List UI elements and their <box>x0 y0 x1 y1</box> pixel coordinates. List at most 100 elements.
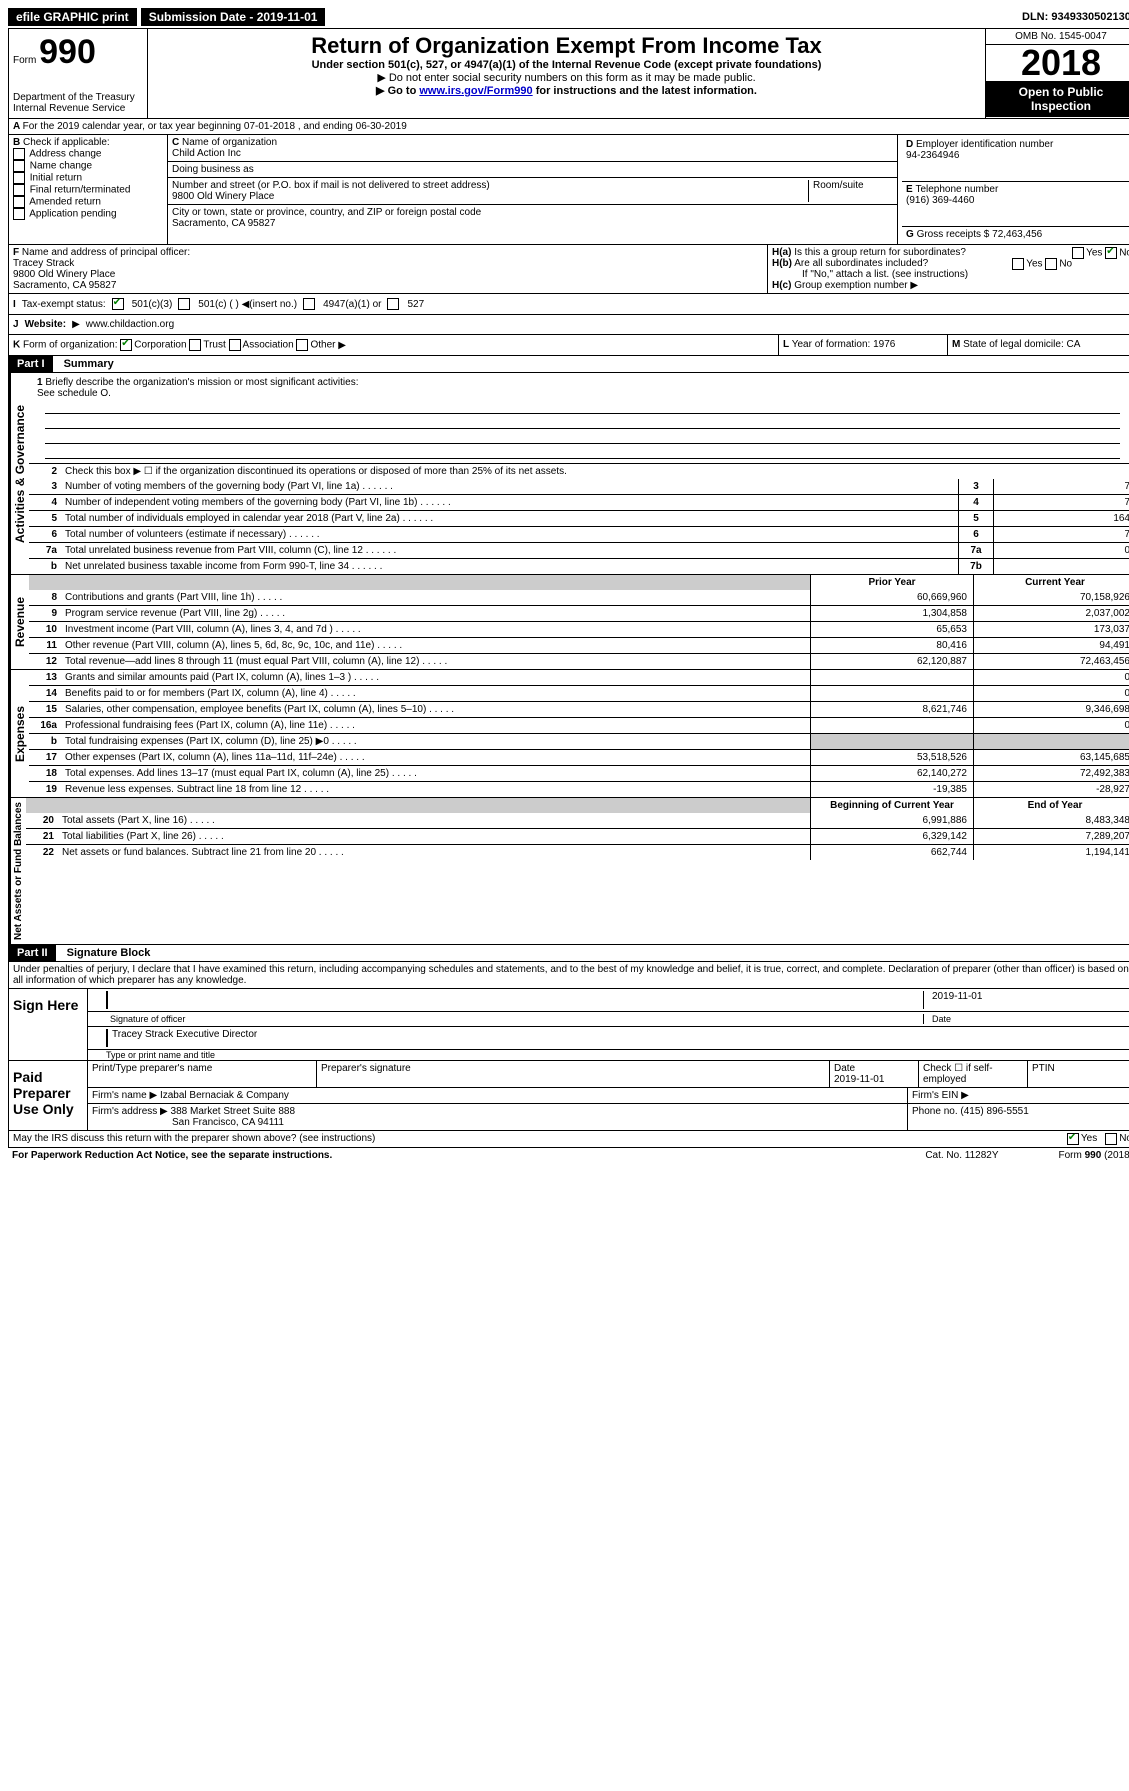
summary-line: 12Total revenue—add lines 8 through 11 (… <box>29 653 1129 669</box>
summary-line: 15Salaries, other compensation, employee… <box>29 701 1129 717</box>
section-b-through-g: B Check if applicable: Address change Na… <box>9 135 1129 245</box>
4947-checkbox[interactable] <box>303 298 315 310</box>
part1-netassets: Net Assets or Fund Balances Beginning of… <box>9 797 1129 944</box>
firm-name: Izabal Bernaciak & Company <box>160 1090 289 1101</box>
other-checkbox[interactable] <box>296 339 308 351</box>
row-k-l-m: K Form of organization: Corporation Trus… <box>9 335 1129 356</box>
hb-yes-checkbox[interactable] <box>1012 258 1024 270</box>
line2-text: Check this box ▶ ☐ if the organization d… <box>61 464 1129 479</box>
efile-badge: efile GRAPHIC print <box>8 8 137 26</box>
year-formation: 1976 <box>873 339 895 350</box>
sig-date: 2019-11-01 <box>923 991 1129 1009</box>
summary-line: 14Benefits paid to or for members (Part … <box>29 685 1129 701</box>
current-year-header: Current Year <box>973 575 1129 590</box>
officer-printed-name: Tracey Strack Executive Director <box>106 1029 1129 1047</box>
ha-yes-checkbox[interactable] <box>1072 247 1084 259</box>
city-state-zip: Sacramento, CA 95827 <box>172 218 893 229</box>
cat-no: Cat. No. 11282Y <box>925 1150 998 1161</box>
501c-checkbox[interactable] <box>178 298 190 310</box>
firm-address: 388 Market Street Suite 888 <box>171 1106 296 1117</box>
prior-year-header: Prior Year <box>810 575 973 590</box>
corp-checkbox[interactable] <box>120 339 132 351</box>
summary-line: 18Total expenses. Add lines 13–17 (must … <box>29 765 1129 781</box>
part1-governance: Activities & Governance 1 Briefly descri… <box>9 372 1129 574</box>
arrow-icon <box>338 340 346 351</box>
trust-checkbox[interactable] <box>189 339 201 351</box>
hb-no-checkbox[interactable] <box>1045 258 1057 270</box>
summary-line: 7aTotal unrelated business revenue from … <box>29 542 1129 558</box>
box-b-checkbox[interactable] <box>13 184 25 196</box>
box-b-checkbox[interactable] <box>13 208 25 220</box>
summary-line: 9Program service revenue (Part VIII, lin… <box>29 605 1129 621</box>
summary-line: 17Other expenses (Part IX, column (A), l… <box>29 749 1129 765</box>
room-suite-label: Room/suite <box>809 180 893 202</box>
mission-text: See schedule O. <box>37 388 111 399</box>
box-f: F Name and address of principal officer:… <box>9 245 768 293</box>
box-b: B Check if applicable: Address change Na… <box>9 135 168 244</box>
part1-revenue: Revenue Prior Year Current Year 8Contrib… <box>9 574 1129 669</box>
self-employed: Check ☐ if self-employed <box>919 1061 1028 1087</box>
row-a: A For the 2019 calendar year, or tax yea… <box>9 119 1129 135</box>
officer-name: Tracey Strack <box>13 258 74 269</box>
website: www.childaction.org <box>86 319 174 330</box>
officer-addr1: 9800 Old Winery Place <box>13 269 115 280</box>
summary-line: 16aProfessional fundraising fees (Part I… <box>29 717 1129 733</box>
527-checkbox[interactable] <box>387 298 399 310</box>
tax-year: 2018 <box>986 45 1129 81</box>
part2-badge: Part II <box>9 945 56 961</box>
discuss-yes-checkbox[interactable] <box>1067 1133 1079 1145</box>
end-year-header: End of Year <box>973 798 1129 813</box>
arrow-icon <box>72 319 80 330</box>
line1-briefly: 1 Briefly describe the organization's mi… <box>29 373 1129 463</box>
form-subtitle: Under section 501(c), 527, or 4947(a)(1)… <box>156 59 977 71</box>
declaration-text: Under penalties of perjury, I declare th… <box>9 961 1129 988</box>
ha-no-checkbox[interactable] <box>1105 247 1117 259</box>
sign-here-row: Sign Here 2019-11-01 Signature of office… <box>9 988 1129 1060</box>
assoc-checkbox[interactable] <box>229 339 241 351</box>
form-prefix: Form <box>13 55 36 66</box>
year-box: OMB No. 1545-0047 2018 Open to Public In… <box>985 29 1129 118</box>
sign-here-label: Sign Here <box>9 989 88 1060</box>
arrow-icon <box>910 280 918 291</box>
box-b-checkbox[interactable] <box>13 172 25 184</box>
part1-expenses: Expenses 13Grants and similar amounts pa… <box>9 669 1129 797</box>
part1-title: Summary <box>56 356 122 372</box>
summary-line: bTotal fundraising expenses (Part IX, co… <box>29 733 1129 749</box>
top-bar: efile GRAPHIC print Submission Date - 20… <box>8 8 1129 26</box>
vert-governance: Activities & Governance <box>9 373 29 574</box>
form-container: Form 990 Department of the Treasury Inte… <box>8 28 1129 1148</box>
501c3-checkbox[interactable] <box>112 298 124 310</box>
box-d-e-g: D Employer identification number 94-2364… <box>898 135 1129 244</box>
box-h: H(a) Is this a group return for subordin… <box>768 245 1129 293</box>
box-c: C Name of organization Child Action Inc … <box>168 135 898 244</box>
summary-line: 21Total liabilities (Part X, line 26) . … <box>26 828 1129 844</box>
box-b-checkbox[interactable] <box>13 160 25 172</box>
form-note1: Do not enter social security numbers on … <box>156 71 977 84</box>
row-f-h: F Name and address of principal officer:… <box>9 245 1129 294</box>
summary-line: 13Grants and similar amounts paid (Part … <box>29 670 1129 685</box>
summary-line: 20Total assets (Part X, line 16) . . . .… <box>26 813 1129 828</box>
gross-receipts: 72,463,456 <box>992 229 1042 240</box>
box-b-checkbox[interactable] <box>13 148 25 160</box>
org-name: Child Action Inc <box>172 148 893 159</box>
part2-header-row: Part II Signature Block <box>9 944 1129 961</box>
prep-date: 2019-11-01 <box>834 1074 884 1085</box>
arrow-icon <box>961 1090 969 1101</box>
telephone: (916) 369-4460 <box>906 195 1128 206</box>
vert-revenue: Revenue <box>9 575 29 669</box>
irs-link[interactable]: www.irs.gov/Form990 <box>419 85 532 97</box>
firm-city: San Francisco, CA 94111 <box>92 1117 284 1128</box>
prep-sig-label: Preparer's signature <box>317 1061 830 1087</box>
dln: DLN: 93493305021309 <box>1022 11 1129 23</box>
state-domicile: CA <box>1067 339 1081 350</box>
arrow-icon <box>160 1106 168 1117</box>
row-i: I Tax-exempt status: 501(c)(3) 501(c) ( … <box>9 294 1129 315</box>
box-b-checkbox[interactable] <box>13 196 25 208</box>
summary-line: 22Net assets or fund balances. Subtract … <box>26 844 1129 860</box>
summary-line: 4Number of independent voting members of… <box>29 494 1129 510</box>
discuss-no-checkbox[interactable] <box>1105 1133 1117 1145</box>
row-j: J Website: www.childaction.org <box>9 315 1129 335</box>
dept-label: Department of the Treasury Internal Reve… <box>13 92 143 114</box>
summary-line: 10Investment income (Part VIII, column (… <box>29 621 1129 637</box>
summary-line: 6Total number of volunteers (estimate if… <box>29 526 1129 542</box>
